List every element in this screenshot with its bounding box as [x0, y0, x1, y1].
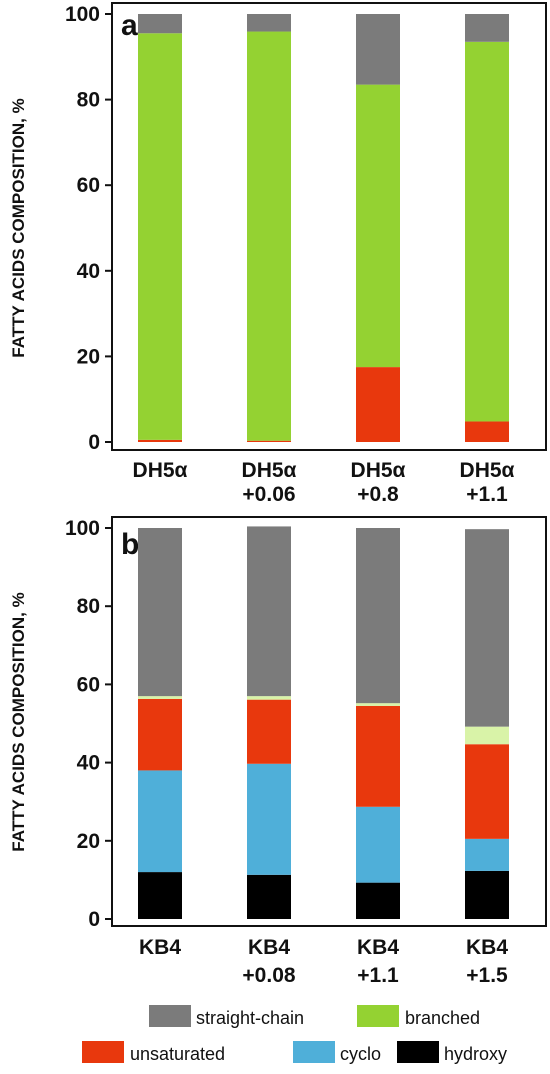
bar-segment-b-branched-0: [138, 696, 182, 699]
category-sublabel-a-2: +0.8: [357, 483, 399, 506]
panel-b-ytick-label: 0: [88, 908, 100, 931]
bar-segment-b-cyclo-3: [465, 839, 509, 871]
panel-b-ytick-label: 80: [77, 595, 100, 618]
bar-segment-a-unsaturated-2: [356, 367, 400, 442]
category-sublabel-b-2: +1.1: [357, 964, 399, 987]
legend-label-unsaturated: unsaturated: [130, 1044, 225, 1064]
bar-segment-b-cyclo-1: [247, 764, 291, 875]
bar-segment-b-unsaturated-3: [465, 744, 509, 839]
legend-label-hydroxy: hydroxy: [444, 1044, 507, 1064]
panel-a-letter: a: [121, 9, 138, 42]
category-label-a-3: DH5α: [460, 459, 515, 482]
bar-segment-a-branched-3: [465, 42, 509, 422]
bar-segment-a-branched-0: [138, 33, 182, 440]
panel-a-ytick-label: 20: [77, 345, 100, 368]
category-sublabel-b-1: +0.08: [242, 964, 295, 987]
panel-a-ytick-label: 0: [88, 431, 100, 454]
category-sublabel-b-3: +1.5: [466, 964, 508, 987]
panel-b-letter: b: [121, 528, 139, 561]
bar-segment-b-branched-2: [356, 703, 400, 706]
legend-label-branched: branched: [405, 1008, 480, 1028]
category-label-a-1: DH5α: [242, 459, 297, 482]
category-label-a-0: DH5α: [133, 459, 188, 482]
bar-segment-b-unsaturated-0: [138, 699, 182, 771]
bar-segment-a-straight-chain-0: [138, 14, 182, 33]
legend-swatch-straight-chain: [149, 1005, 191, 1027]
legend-swatch-unsaturated: [82, 1041, 124, 1063]
bar-segment-b-cyclo-0: [138, 770, 182, 872]
panel-a-ytick-label: 40: [77, 260, 100, 283]
category-label-a-2: DH5α: [351, 459, 406, 482]
bar-segment-b-unsaturated-2: [356, 706, 400, 807]
bar-segment-a-unsaturated-0: [138, 440, 182, 442]
bar-segment-b-branched-3: [465, 727, 509, 745]
panel-a-y-axis-title: FATTY ACIDS COMPOSITION, %: [9, 98, 28, 357]
category-sublabel-a-3: +1.1: [466, 483, 508, 506]
bar-segment-a-branched-1: [247, 32, 291, 441]
bar-segment-b-cyclo-2: [356, 807, 400, 883]
legend-label-cyclo: cyclo: [340, 1044, 381, 1064]
legend-swatch-hydroxy: [397, 1041, 439, 1063]
category-label-b-2: KB4: [357, 936, 399, 959]
panel-b-ytick-label: 20: [77, 830, 100, 853]
bar-segment-b-straight-chain-1: [247, 526, 291, 696]
panel-b-ytick-label: 40: [77, 752, 100, 775]
bar-segment-a-straight-chain-1: [247, 14, 291, 32]
category-label-b-0: KB4: [139, 936, 181, 959]
bar-segment-b-straight-chain-3: [465, 529, 509, 726]
bar-segment-a-straight-chain-2: [356, 14, 400, 85]
bar-segment-b-straight-chain-0: [138, 528, 182, 696]
bar-segment-b-branched-1: [247, 696, 291, 700]
bar-segment-a-unsaturated-1: [247, 441, 291, 442]
bar-segment-b-hydroxy-2: [356, 883, 400, 919]
bar-segment-b-straight-chain-2: [356, 528, 400, 703]
bar-segment-a-straight-chain-3: [465, 14, 509, 42]
bar-segment-b-hydroxy-3: [465, 871, 509, 919]
category-label-b-1: KB4: [248, 936, 290, 959]
panel-a-ytick-label: 100: [65, 3, 100, 26]
panel-b-y-axis-title: FATTY ACIDS COMPOSITION, %: [9, 592, 28, 851]
panel-a-ytick-label: 60: [77, 174, 100, 197]
bar-segment-b-hydroxy-1: [247, 875, 291, 919]
legend-label-straight-chain: straight-chain: [196, 1008, 304, 1028]
panel-b-ytick-label: 60: [77, 673, 100, 696]
legend-swatch-branched: [357, 1005, 399, 1027]
legend-swatch-cyclo: [293, 1041, 335, 1063]
bar-segment-a-branched-2: [356, 85, 400, 367]
bar-segment-a-unsaturated-3: [465, 421, 509, 442]
bar-segment-b-unsaturated-1: [247, 700, 291, 764]
category-sublabel-a-1: +0.06: [242, 483, 295, 506]
bar-segment-b-hydroxy-0: [138, 872, 182, 919]
panel-b-ytick-label: 100: [65, 517, 100, 540]
panel-a-ytick-label: 80: [77, 89, 100, 112]
category-label-b-3: KB4: [466, 936, 508, 959]
